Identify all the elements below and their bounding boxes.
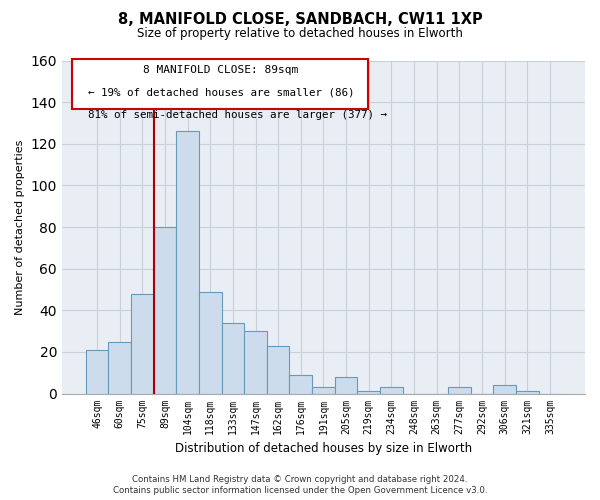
Bar <box>244 331 267 394</box>
Bar <box>109 342 131 394</box>
Bar <box>131 294 154 394</box>
Bar <box>267 346 289 394</box>
Bar <box>199 292 221 394</box>
Text: 81% of semi-detached houses are larger (377) →: 81% of semi-detached houses are larger (… <box>88 110 387 120</box>
X-axis label: Distribution of detached houses by size in Elworth: Distribution of detached houses by size … <box>175 442 472 455</box>
Bar <box>176 132 199 394</box>
Text: Size of property relative to detached houses in Elworth: Size of property relative to detached ho… <box>137 28 463 40</box>
Text: ← 19% of detached houses are smaller (86): ← 19% of detached houses are smaller (86… <box>88 87 355 97</box>
Bar <box>289 375 312 394</box>
Text: Contains public sector information licensed under the Open Government Licence v3: Contains public sector information licen… <box>113 486 487 495</box>
Bar <box>86 350 109 394</box>
Y-axis label: Number of detached properties: Number of detached properties <box>15 140 25 314</box>
Bar <box>221 323 244 394</box>
Bar <box>493 385 516 394</box>
Bar <box>154 227 176 394</box>
Bar <box>312 388 335 394</box>
Text: 8, MANIFOLD CLOSE, SANDBACH, CW11 1XP: 8, MANIFOLD CLOSE, SANDBACH, CW11 1XP <box>118 12 482 28</box>
FancyBboxPatch shape <box>73 59 368 109</box>
Bar <box>335 377 358 394</box>
Text: 8 MANIFOLD CLOSE: 89sqm: 8 MANIFOLD CLOSE: 89sqm <box>143 66 298 76</box>
Text: Contains HM Land Registry data © Crown copyright and database right 2024.: Contains HM Land Registry data © Crown c… <box>132 475 468 484</box>
Bar <box>380 388 403 394</box>
Bar <box>516 392 539 394</box>
Bar <box>448 388 470 394</box>
Bar <box>358 392 380 394</box>
